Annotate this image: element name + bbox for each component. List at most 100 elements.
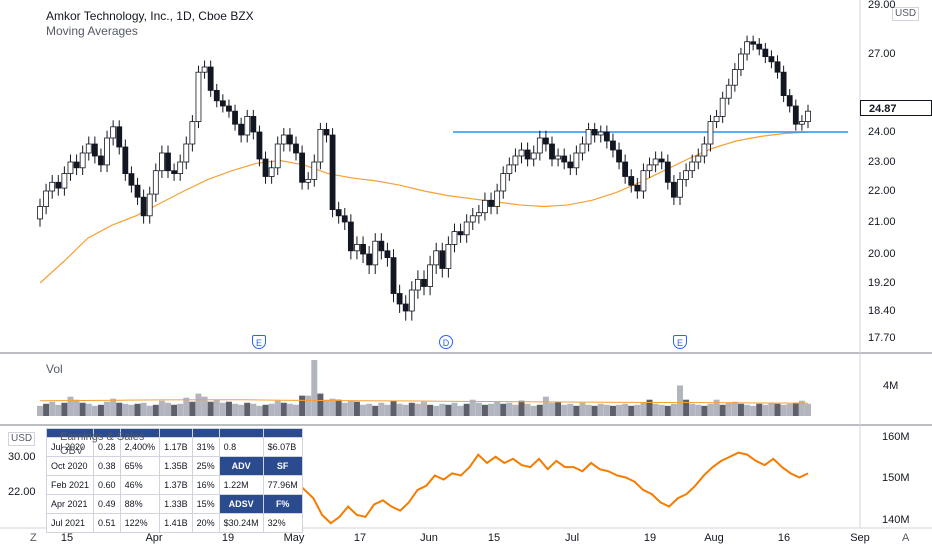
volume-bar <box>201 396 208 416</box>
volume-bar <box>219 402 226 416</box>
dividend-event-icon[interactable]: D <box>439 335 453 349</box>
volume-bar <box>433 405 440 416</box>
candle-body <box>579 143 586 154</box>
candle-body <box>116 126 123 148</box>
volume-bar <box>67 396 74 416</box>
volume-bar <box>43 403 50 416</box>
candle-body <box>530 152 537 160</box>
zoom-icon[interactable]: Z <box>30 532 37 544</box>
table-cell: Jul 2021 <box>45 513 95 533</box>
candle-body <box>91 143 98 157</box>
volume-bar <box>762 404 769 416</box>
candle-body <box>122 146 129 175</box>
volume-bar <box>165 402 171 416</box>
table-row: Jul 2021 0.51 122% 1.41B 20% $30.24M 32% <box>45 513 303 533</box>
price-tick-label: 19.20 <box>868 277 896 289</box>
volume-bar <box>396 403 403 416</box>
time-tick-label: 16 <box>777 532 791 544</box>
volume-tick: 4M <box>883 380 899 392</box>
table-cell: 88% <box>119 494 161 514</box>
candle-body <box>555 155 561 160</box>
time-tick-label: 15 <box>487 532 501 544</box>
volume-bar <box>457 405 464 416</box>
volume-bar <box>341 402 348 416</box>
volume-bar <box>37 405 43 416</box>
candle-body <box>731 69 738 86</box>
volume-bar <box>335 399 342 416</box>
volume-bar <box>439 403 446 416</box>
table-cell: ADSV <box>218 494 264 514</box>
table-row: Apr 2021 0.49 88% 1.33B 15% ADSV F% <box>45 494 303 514</box>
candle-body <box>37 206 43 220</box>
obv-label[interactable]: OBV <box>60 445 84 457</box>
volume-bar <box>677 385 683 416</box>
candle-body <box>433 250 440 266</box>
candle-body <box>421 278 427 287</box>
candle-body <box>439 250 446 269</box>
candle-body <box>408 289 415 312</box>
table-cell: 0.49 <box>93 494 121 514</box>
moving-average-layer <box>39 131 809 284</box>
candle-body <box>219 100 226 107</box>
volume-bar <box>481 404 488 416</box>
volume-bar <box>774 403 781 416</box>
volume-bar <box>421 401 427 416</box>
volume-bar <box>719 404 726 416</box>
price-tick-label: 22.00 <box>868 185 896 197</box>
candle-body <box>244 116 251 136</box>
table-cell: 1.33B <box>159 494 193 514</box>
table-cell: 0.8 <box>218 437 264 457</box>
candle-body <box>506 164 513 174</box>
volume-bar <box>122 403 129 416</box>
earnings-sales-label[interactable]: Earnings & Sales <box>60 431 145 443</box>
candle-body <box>494 190 501 207</box>
volume-bar <box>573 405 580 416</box>
volume-bar <box>658 404 665 416</box>
candle-body <box>402 303 409 312</box>
volume-bar <box>805 403 811 416</box>
candle-body <box>415 278 421 291</box>
indicator-label[interactable]: Moving Averages <box>46 24 138 38</box>
symbol-title[interactable]: Amkor Technology, Inc., 1D, Cboe BZX <box>46 9 254 23</box>
volume-bar <box>780 404 787 416</box>
candle-body <box>744 41 750 55</box>
candle-body <box>73 161 80 169</box>
volume-bar <box>609 405 616 416</box>
auto-scale-icon[interactable]: A <box>902 532 910 544</box>
time-tick-label: Jun <box>420 532 438 544</box>
time-tick-label: 15 <box>60 532 74 544</box>
candle-body <box>98 155 104 166</box>
candle-body <box>268 167 275 177</box>
volume-bar <box>268 403 275 416</box>
volume-bar <box>232 403 239 416</box>
price-tick-label: 21.00 <box>868 216 896 228</box>
candle-body <box>482 199 488 214</box>
volume-bar <box>469 399 476 416</box>
volume-bar <box>555 401 562 416</box>
time-tick-label: Sep <box>850 532 870 544</box>
volume-bar <box>360 404 367 416</box>
candle-body <box>354 243 360 252</box>
candle-body <box>622 161 629 177</box>
candle-body <box>335 209 342 217</box>
earnings-event-icon[interactable]: E <box>673 335 687 349</box>
currency-label[interactable]: USD <box>892 7 920 21</box>
obv-right-tick: 150M <box>882 472 910 484</box>
candle-body <box>226 105 232 112</box>
candle-body <box>372 240 379 266</box>
candle-body <box>311 161 318 180</box>
earnings-event-icon[interactable]: E <box>252 335 266 349</box>
volume-label[interactable]: Vol <box>46 362 63 376</box>
volume-ma-line <box>39 399 809 404</box>
volume-bar <box>110 398 117 416</box>
candle-body <box>488 199 494 207</box>
volume-bar <box>744 404 751 416</box>
candle-body <box>561 155 568 163</box>
volume-bar <box>61 402 68 416</box>
candle-body <box>67 161 74 174</box>
table-row: Feb 2021 0.60 46% 1.37B 16% 1.22M 77.96M <box>45 475 303 495</box>
candle-body <box>689 161 696 172</box>
candle-body <box>774 61 781 73</box>
candle-body <box>232 110 238 125</box>
